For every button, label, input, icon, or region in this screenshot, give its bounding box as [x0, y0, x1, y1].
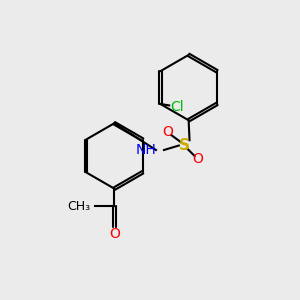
Text: O: O [192, 152, 203, 166]
Text: Cl: Cl [171, 100, 184, 114]
Text: O: O [109, 227, 120, 241]
Text: S: S [179, 138, 190, 153]
Text: CH₃: CH₃ [68, 200, 91, 213]
Text: NH: NH [135, 143, 156, 157]
Text: O: O [162, 125, 173, 139]
